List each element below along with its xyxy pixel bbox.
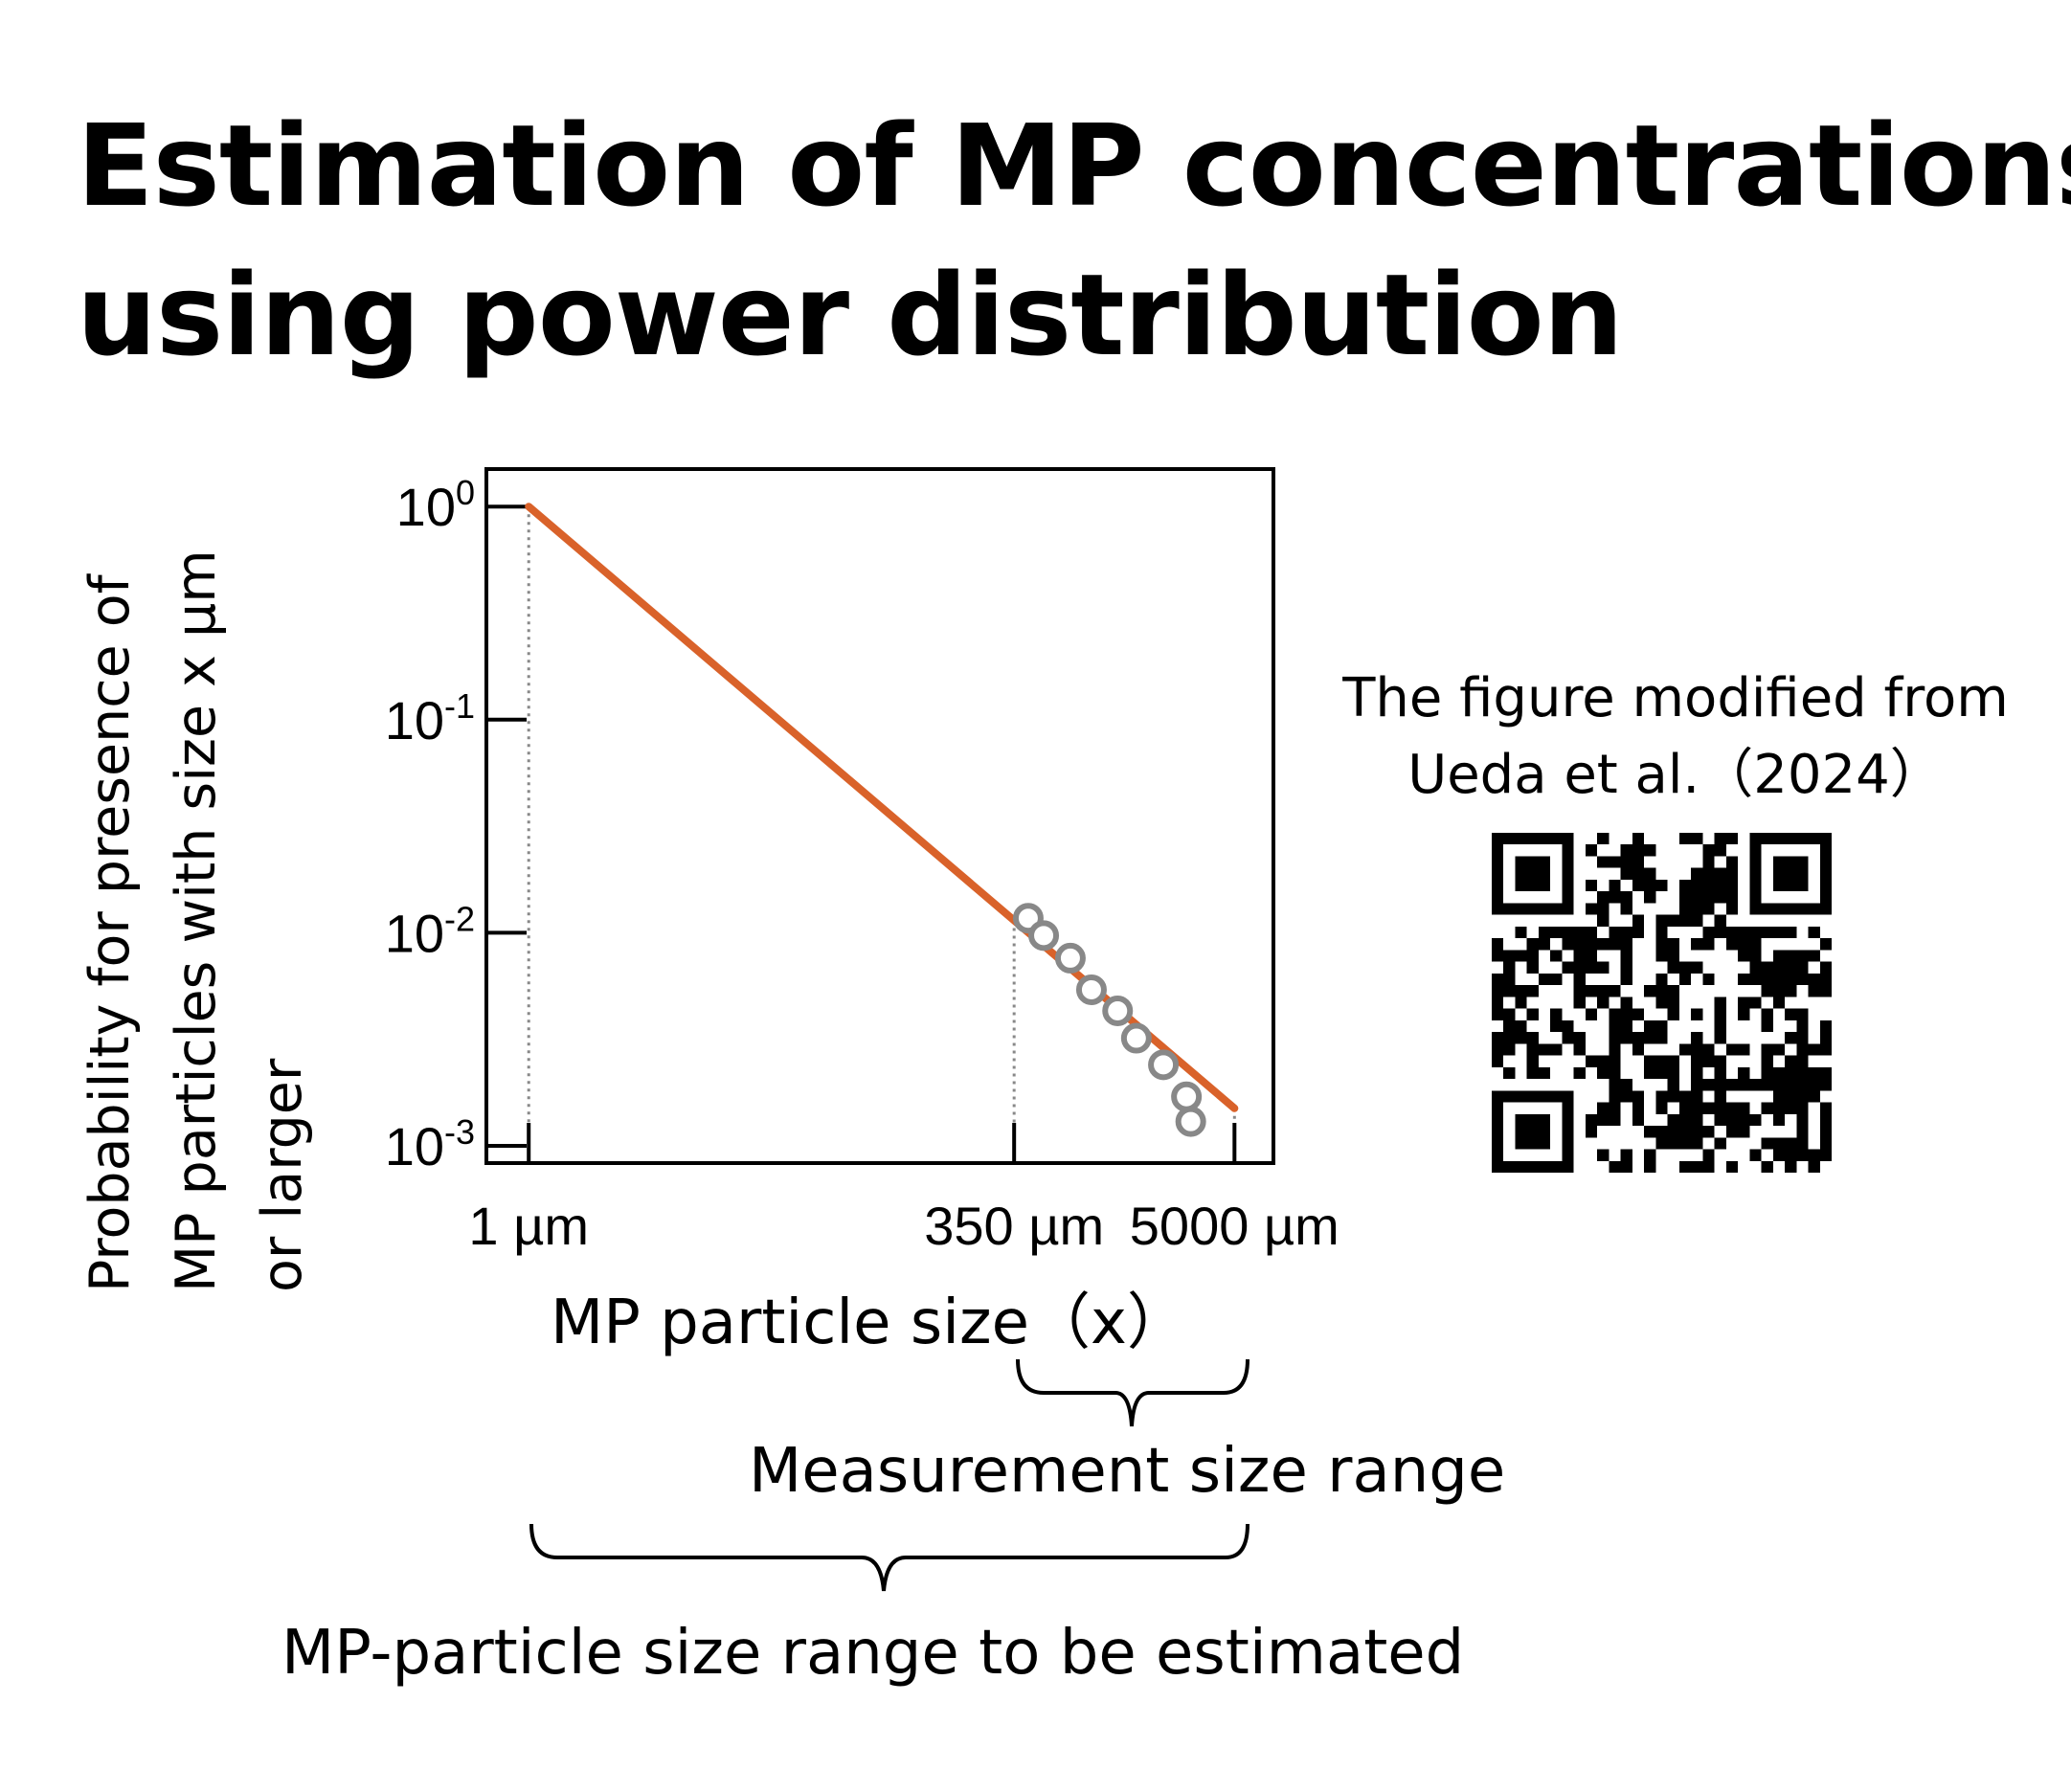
y-tick-base: 10 bbox=[385, 1116, 444, 1176]
x-tick-label: 5000 µm bbox=[1130, 1196, 1339, 1256]
source-citation: The figure modified from Ueda et al.（202… bbox=[1312, 661, 2039, 814]
x-tick-label: 350 µm bbox=[924, 1196, 1104, 1256]
measurement-range-label: Measurement size range bbox=[749, 1436, 1506, 1507]
y-tick-exponent: -2 bbox=[444, 899, 475, 938]
y-tick-label: 10-2 bbox=[385, 899, 475, 963]
data-point bbox=[1028, 920, 1060, 952]
title-line-2: using power distribution bbox=[77, 249, 1624, 381]
data-point bbox=[1148, 1049, 1180, 1081]
plot-frame bbox=[484, 467, 1275, 1165]
data-point bbox=[1054, 942, 1086, 974]
data-point bbox=[1175, 1106, 1206, 1137]
y-tick-exponent: -1 bbox=[444, 686, 475, 726]
source-line-1: The figure modified from bbox=[1342, 667, 2009, 729]
data-point bbox=[1171, 1081, 1203, 1112]
data-point bbox=[1075, 974, 1107, 1005]
data-point bbox=[1120, 1022, 1152, 1054]
y-tick-label: 100 bbox=[396, 473, 475, 537]
data-point bbox=[1102, 995, 1134, 1026]
y-tick-label: 10-1 bbox=[385, 686, 475, 750]
y-tick-base: 10 bbox=[396, 477, 456, 537]
title-line-1: Estimation of MP concentrations bbox=[77, 100, 2071, 232]
qr-code-icon[interactable] bbox=[1492, 833, 1832, 1173]
y-tick-exponent: -3 bbox=[444, 1112, 475, 1152]
source-line-2: Ueda et al.（2024） bbox=[1407, 744, 1944, 806]
y-tick-label: 10-3 bbox=[385, 1112, 475, 1176]
page-title: Estimation of MP concentrations using po… bbox=[77, 91, 2071, 390]
x-axis-label: MP particle size（x） bbox=[551, 1288, 1188, 1358]
y-tick-base: 10 bbox=[385, 903, 444, 963]
y-tick-base: 10 bbox=[385, 690, 444, 750]
estimated-range-label: MP-particle size range to be estimated bbox=[281, 1618, 1465, 1689]
x-tick-label: 1 µm bbox=[468, 1196, 589, 1256]
y-tick-exponent: 0 bbox=[456, 473, 475, 512]
